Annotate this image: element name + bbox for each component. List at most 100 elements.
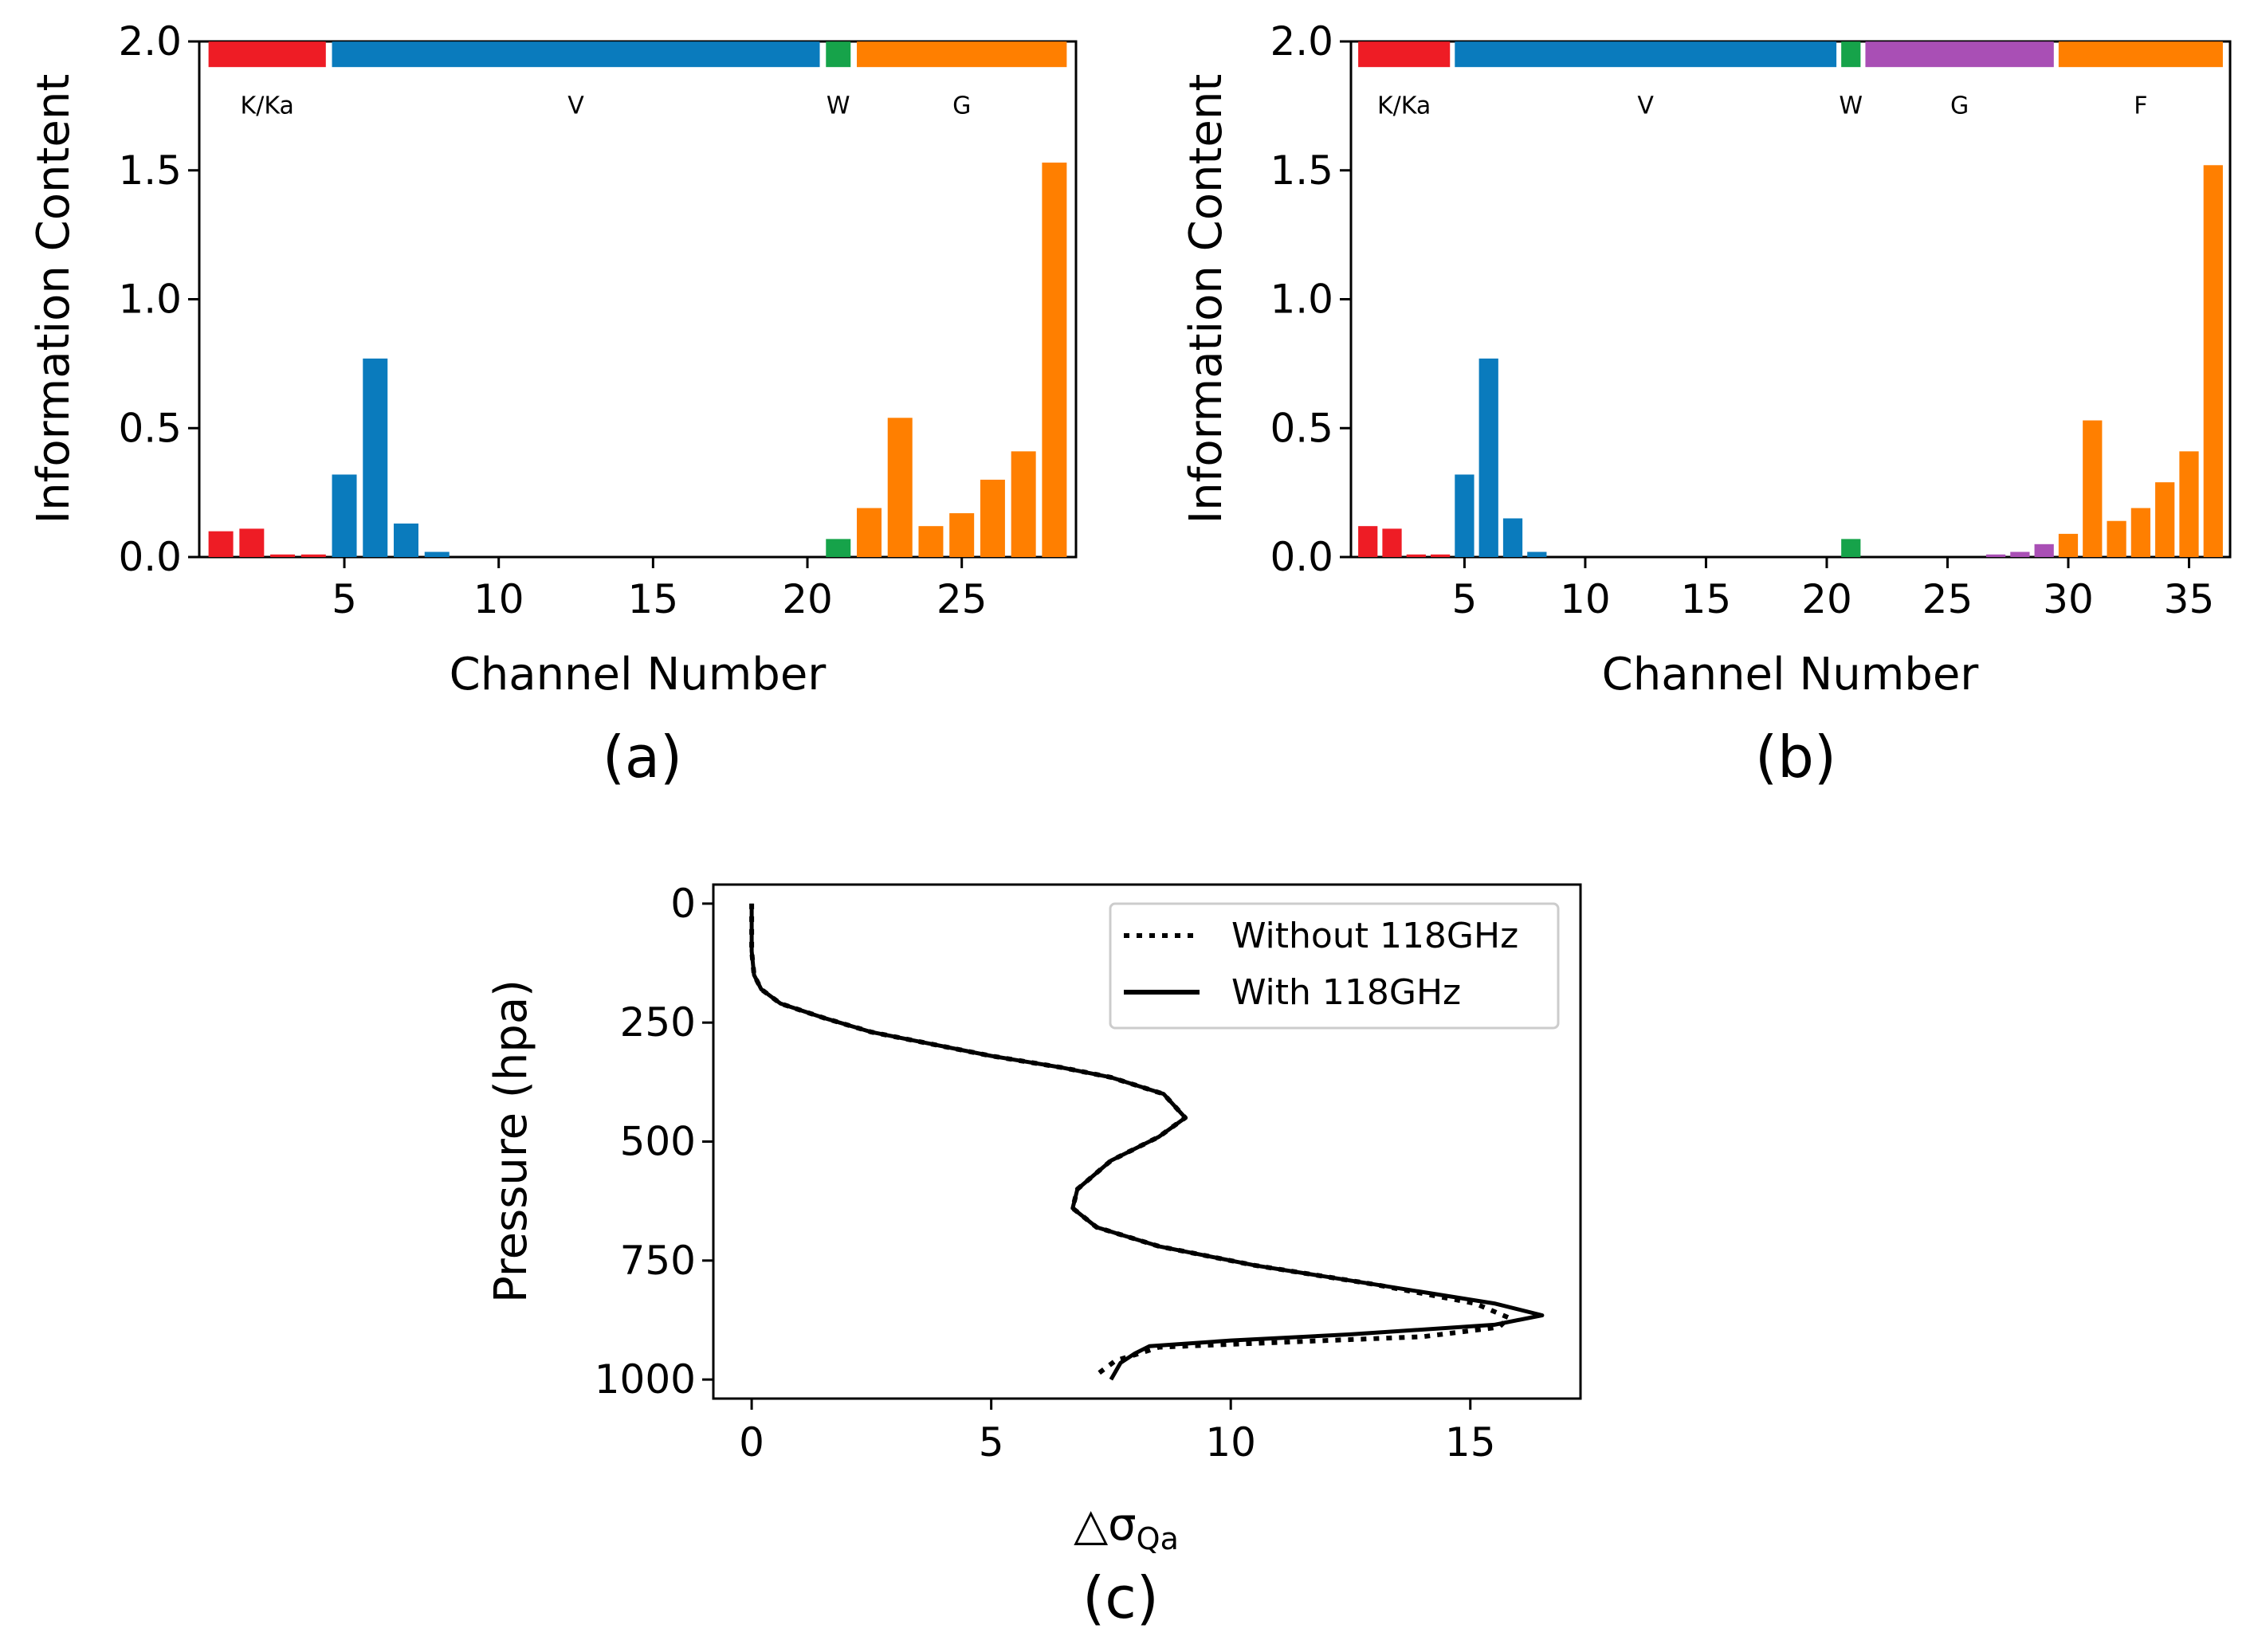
bar-b-ch32 <box>2107 520 2126 557</box>
bar-a-ch1 <box>208 531 234 557</box>
band-label-a-v: V <box>567 92 584 120</box>
bar-group-a <box>208 163 1067 558</box>
y-tick-label-a: 1.5 <box>118 147 182 194</box>
bar-b-ch5 <box>1455 474 1475 557</box>
x-tick-label-a: 10 <box>473 576 524 622</box>
x-ticks-c: 0 5 10 15 <box>739 1399 1496 1466</box>
line-group-c <box>749 903 1545 1381</box>
band-bar-b-w <box>1841 41 1861 68</box>
x-tick-label-c: 10 <box>1205 1419 1256 1466</box>
bar-group-b <box>1358 165 2223 557</box>
x-tick-label-a: 5 <box>332 576 357 622</box>
panel-c: 0 250 500 750 1000 0 5 10 15 Without 118GHz Wit… <box>485 881 1582 1631</box>
bar-a-ch2 <box>239 528 265 557</box>
y-axis-label-a: Information Content <box>28 74 80 524</box>
y-tick-label-b: 1.0 <box>1270 277 1333 323</box>
bar-b-ch2 <box>1382 528 1402 557</box>
x-tick-label-b: 35 <box>2164 576 2215 622</box>
y-tick-label-b: 2.0 <box>1270 18 1333 65</box>
y-axis-label-b: Information Content <box>1180 74 1232 524</box>
band-label-b-v: V <box>1637 92 1654 120</box>
y-tick-label-b: 1.5 <box>1270 147 1333 194</box>
x-tick-label-b: 30 <box>2043 576 2094 622</box>
bar-b-ch21 <box>1841 539 1861 557</box>
x-axis-label-b: Channel Number <box>1602 649 1980 700</box>
bar-a-ch21 <box>826 539 851 557</box>
x-axis-label-a: Channel Number <box>450 649 827 700</box>
panel-label-a: (a) <box>603 724 682 791</box>
y-tick-label-c: 0 <box>670 881 696 927</box>
band-bar-group-b: K/Ka V W G F <box>1358 41 2223 120</box>
band-label-b-f: F <box>2134 92 2147 120</box>
bar-a-ch28 <box>1042 163 1067 558</box>
y-tick-label-b: 0.5 <box>1270 405 1333 451</box>
bar-a-ch23 <box>887 418 913 557</box>
y-tick-label-a: 2.0 <box>118 18 182 65</box>
x-tick-label-c: 5 <box>979 1419 1004 1466</box>
x-tick-label-c: 15 <box>1445 1419 1496 1466</box>
y-axis-label-c: Pressure (hpa) <box>485 979 537 1303</box>
bar-b-ch8 <box>1527 551 1547 557</box>
bar-b-ch4 <box>1430 554 1451 557</box>
series-line-with-118ghz <box>749 903 1545 1381</box>
band-label-b-w: W <box>1839 92 1863 120</box>
band-label-a-k-ka: K/Ka <box>241 92 294 120</box>
bar-b-ch31 <box>2083 420 2103 557</box>
bar-b-ch35 <box>2179 451 2199 557</box>
bar-a-ch22 <box>857 508 882 557</box>
band-bar-a-k-ka <box>208 41 326 68</box>
x-axis-label-sub: Qa <box>1137 1521 1179 1556</box>
legend-box <box>1109 902 1560 1030</box>
bar-a-ch7 <box>394 523 418 557</box>
bar-b-ch34 <box>2155 482 2175 557</box>
panel-label-b: (b) <box>1755 724 1836 791</box>
y-tick-label-a: 1.0 <box>118 277 182 323</box>
bar-b-ch6 <box>1478 358 1498 557</box>
y-ticks-c: 0 250 500 750 1000 <box>595 881 713 1403</box>
y-tick-label-c: 750 <box>620 1238 696 1284</box>
bar-a-ch27 <box>1011 451 1036 557</box>
x-ticks-a: 5 10 15 20 25 <box>332 557 988 622</box>
bar-b-ch30 <box>2058 533 2079 557</box>
bar-b-ch36 <box>2203 165 2223 557</box>
band-bar-b-g <box>1865 41 2054 68</box>
x-tick-label-a: 25 <box>937 576 988 622</box>
bar-b-ch27 <box>1985 554 2006 557</box>
y-tick-label-c: 500 <box>620 1119 696 1165</box>
band-label-b-g: G <box>1950 92 1969 120</box>
band-bar-group-a: K/Ka V W G <box>208 41 1067 120</box>
x-tick-label-b: 20 <box>1801 576 1852 622</box>
x-tick-label-b: 15 <box>1681 576 1732 622</box>
x-tick-label-b: 25 <box>1922 576 1973 622</box>
x-tick-label-a: 15 <box>628 576 679 622</box>
bar-a-ch4 <box>300 554 326 557</box>
y-tick-label-c: 1000 <box>595 1356 696 1403</box>
x-tick-label-c: 0 <box>739 1419 764 1466</box>
x-axis-label-main: △σ <box>1074 1499 1137 1551</box>
bar-a-ch26 <box>980 479 1005 557</box>
x-tick-label-b: 10 <box>1560 576 1611 622</box>
band-label-a-g: G <box>952 92 971 120</box>
bar-b-ch7 <box>1502 518 1523 557</box>
band-bar-a-g <box>857 41 1067 68</box>
band-bar-a-w <box>826 41 851 68</box>
bar-a-ch6 <box>363 358 388 557</box>
bar-a-ch3 <box>270 554 296 557</box>
band-label-b-k-ka: K/Ka <box>1377 92 1431 120</box>
band-bar-b-f <box>2058 41 2223 68</box>
x-axis-label-c: △σQa <box>1074 1499 1179 1556</box>
x-tick-label-a: 20 <box>782 576 833 622</box>
band-label-a-w: W <box>827 92 850 120</box>
y-ticks-b: 0.0 0.5 1.0 1.5 2.0 <box>1270 18 1351 580</box>
bar-b-ch1 <box>1358 526 1378 557</box>
bar-a-ch25 <box>949 513 975 557</box>
legend-label-without: Without 118GHz <box>1231 916 1518 956</box>
bar-b-ch33 <box>2130 508 2151 557</box>
y-tick-label-b: 0.0 <box>1270 534 1333 580</box>
band-bar-b-k-ka <box>1358 41 1451 68</box>
y-tick-label-a: 0.5 <box>118 405 182 451</box>
bar-a-ch24 <box>918 526 944 557</box>
y-tick-label-a: 0.0 <box>118 534 182 580</box>
y-ticks-a: 0.0 0.5 1.0 1.5 2.0 <box>118 18 199 580</box>
